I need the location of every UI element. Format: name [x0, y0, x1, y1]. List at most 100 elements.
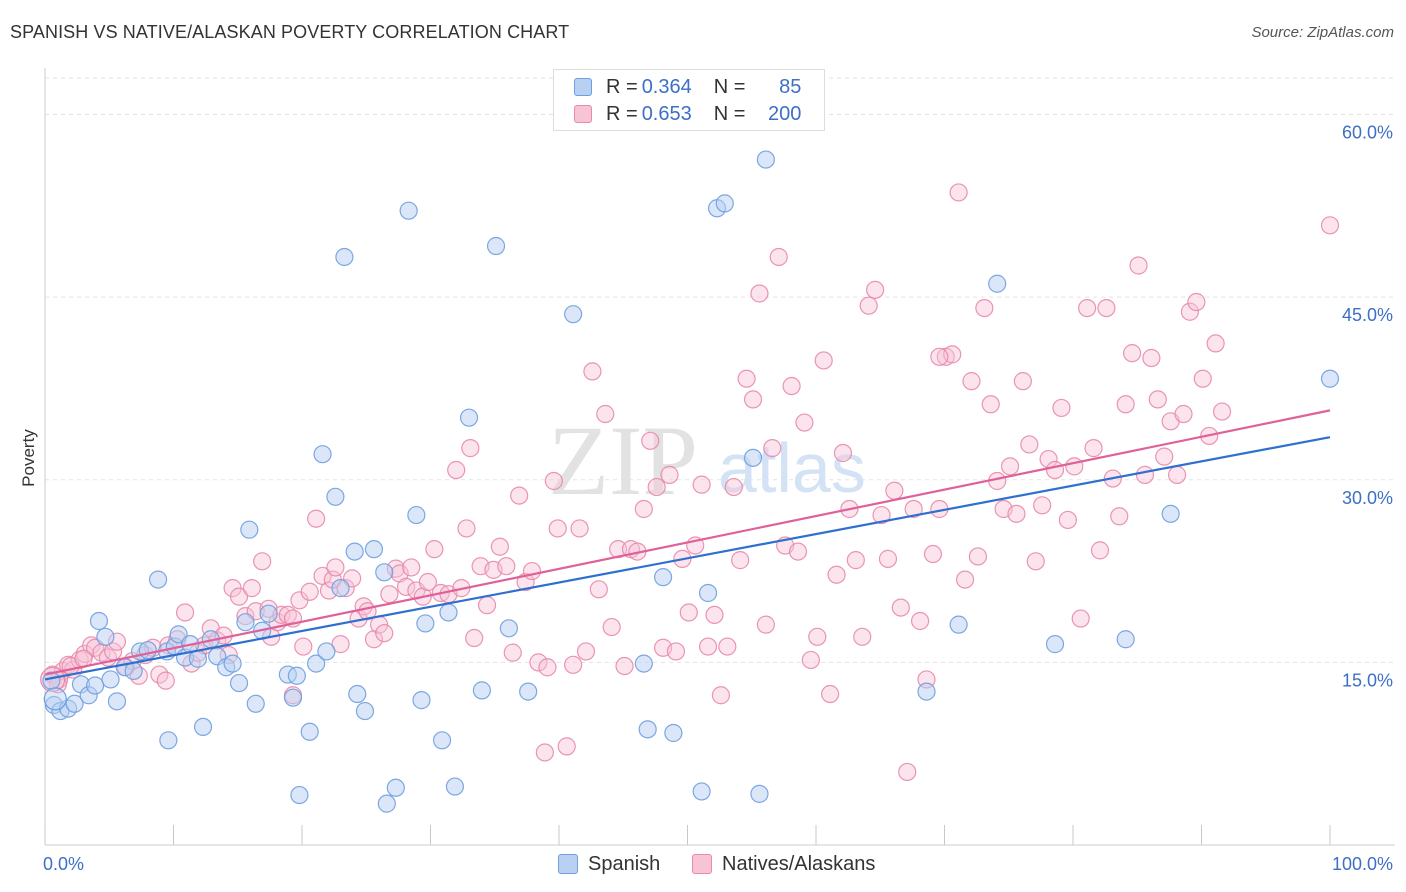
legend-row-natives: R = 0.653 N = 200 — [574, 101, 801, 127]
data-point-spanish — [715, 194, 734, 213]
data-point-natives — [1116, 395, 1135, 414]
legend-label-spanish: Spanish — [588, 852, 661, 875]
legend-n-label: N = — [713, 75, 746, 98]
data-point-spanish — [407, 505, 426, 525]
chart-title: SPANISH VS NATIVE/ALASKAN POVERTY CORREL… — [10, 22, 570, 42]
data-point-natives — [380, 585, 399, 604]
data-point-natives — [596, 404, 615, 424]
data-point-spanish — [664, 723, 683, 743]
data-point-natives — [326, 558, 345, 577]
data-point-spanish — [283, 688, 303, 707]
data-point-spanish — [399, 201, 418, 220]
data-point-spanish — [988, 274, 1007, 293]
data-point-natives — [981, 395, 1000, 414]
data-point-natives — [396, 577, 416, 596]
data-point-natives — [1148, 390, 1167, 409]
bottom-legend-natives[interactable]: Natives/Alaskans — [692, 850, 875, 878]
data-point-natives — [750, 284, 769, 303]
data-point-spanish — [445, 777, 465, 796]
data-point-natives — [1078, 299, 1097, 318]
data-point-natives — [962, 372, 981, 391]
data-point-natives — [1142, 348, 1161, 368]
legend-r-value-natives: 0.653 — [641, 102, 692, 125]
data-point-spanish — [96, 627, 115, 646]
data-point-natives — [821, 684, 840, 704]
data-point-spanish — [386, 778, 405, 797]
data-point-spanish — [240, 520, 259, 539]
data-point-spanish — [698, 583, 718, 603]
data-point-natives — [872, 505, 891, 525]
data-point-spanish — [1045, 635, 1065, 654]
data-point-spanish-cluster — [43, 687, 67, 711]
data-point-natives — [1097, 299, 1116, 318]
data-point-spanish — [377, 794, 396, 813]
data-point-spanish — [335, 247, 354, 267]
gridlines — [45, 77, 1395, 663]
bottom-legend-spanish[interactable]: Spanish — [558, 850, 660, 878]
data-point-spanish — [459, 408, 479, 427]
data-point-natives — [731, 551, 750, 570]
data-point-spanish — [439, 603, 458, 622]
data-point-natives — [1020, 435, 1039, 454]
y-tick-label: 15.0% — [1342, 670, 1393, 690]
data-point-spanish — [638, 720, 657, 739]
data-point-natives — [801, 650, 820, 670]
data-point-spanish — [193, 717, 213, 737]
legend-r-value-spanish: 0.364 — [641, 75, 692, 98]
data-point-natives — [756, 615, 775, 634]
data-point-natives — [634, 499, 653, 519]
data-point-natives — [1129, 256, 1148, 275]
source-label: Source: ZipAtlas.com — [1251, 24, 1394, 41]
data-point-spanish — [101, 670, 120, 689]
legend-r-label: R = — [606, 75, 638, 98]
data-point-spanish — [348, 684, 367, 704]
data-point-spanish — [236, 613, 255, 632]
data-point-spanish — [519, 682, 538, 701]
data-point-natives — [1206, 334, 1225, 353]
data-point-natives — [763, 439, 782, 458]
data-point-natives — [1084, 439, 1103, 458]
data-point-natives — [242, 579, 261, 598]
data-point-natives — [782, 376, 801, 396]
legend-n-value-spanish: 85 — [779, 75, 802, 98]
data-point-spanish — [364, 540, 384, 559]
data-point-spanish — [159, 731, 178, 750]
data-point-spanish — [148, 570, 168, 589]
data-point-natives — [1123, 344, 1142, 363]
data-point-natives — [846, 551, 865, 570]
data-point-natives — [461, 439, 480, 458]
legend-n-label: N = — [713, 102, 746, 125]
data-point-spanish — [246, 694, 265, 713]
data-point-natives — [535, 743, 554, 762]
data-point-spanish — [917, 682, 936, 701]
legend-swatch-natives — [692, 854, 712, 874]
data-point-spanish — [223, 654, 242, 673]
data-point-natives — [538, 658, 557, 677]
data-point-spanish — [486, 236, 506, 256]
data-point-natives — [1007, 504, 1026, 523]
data-point-natives — [425, 540, 444, 559]
data-point-natives — [679, 603, 698, 622]
data-point-spanish — [653, 568, 673, 587]
data-point-spanish — [313, 445, 332, 464]
x-tick-label-max: 100.0% — [1332, 854, 1393, 874]
data-point-spanish — [375, 563, 394, 582]
data-point-natives — [641, 431, 660, 450]
data-point-spanish — [564, 305, 583, 324]
data-point-natives — [589, 580, 608, 599]
data-point-natives — [1090, 541, 1110, 560]
data-point-natives — [1135, 465, 1155, 484]
data-point-spanish — [331, 579, 350, 598]
data-point-spanish — [949, 615, 968, 634]
data-point-spanish — [743, 448, 763, 467]
data-point-natives — [307, 509, 326, 528]
axes — [44, 68, 1395, 846]
data-point-natives — [375, 624, 394, 643]
data-point-spanish — [432, 731, 452, 750]
data-point-spanish — [138, 641, 157, 660]
data-point-spanish — [287, 666, 306, 685]
data-point-natives — [923, 544, 943, 564]
y-tick-label: 45.0% — [1342, 305, 1393, 325]
data-point-natives — [647, 477, 666, 497]
